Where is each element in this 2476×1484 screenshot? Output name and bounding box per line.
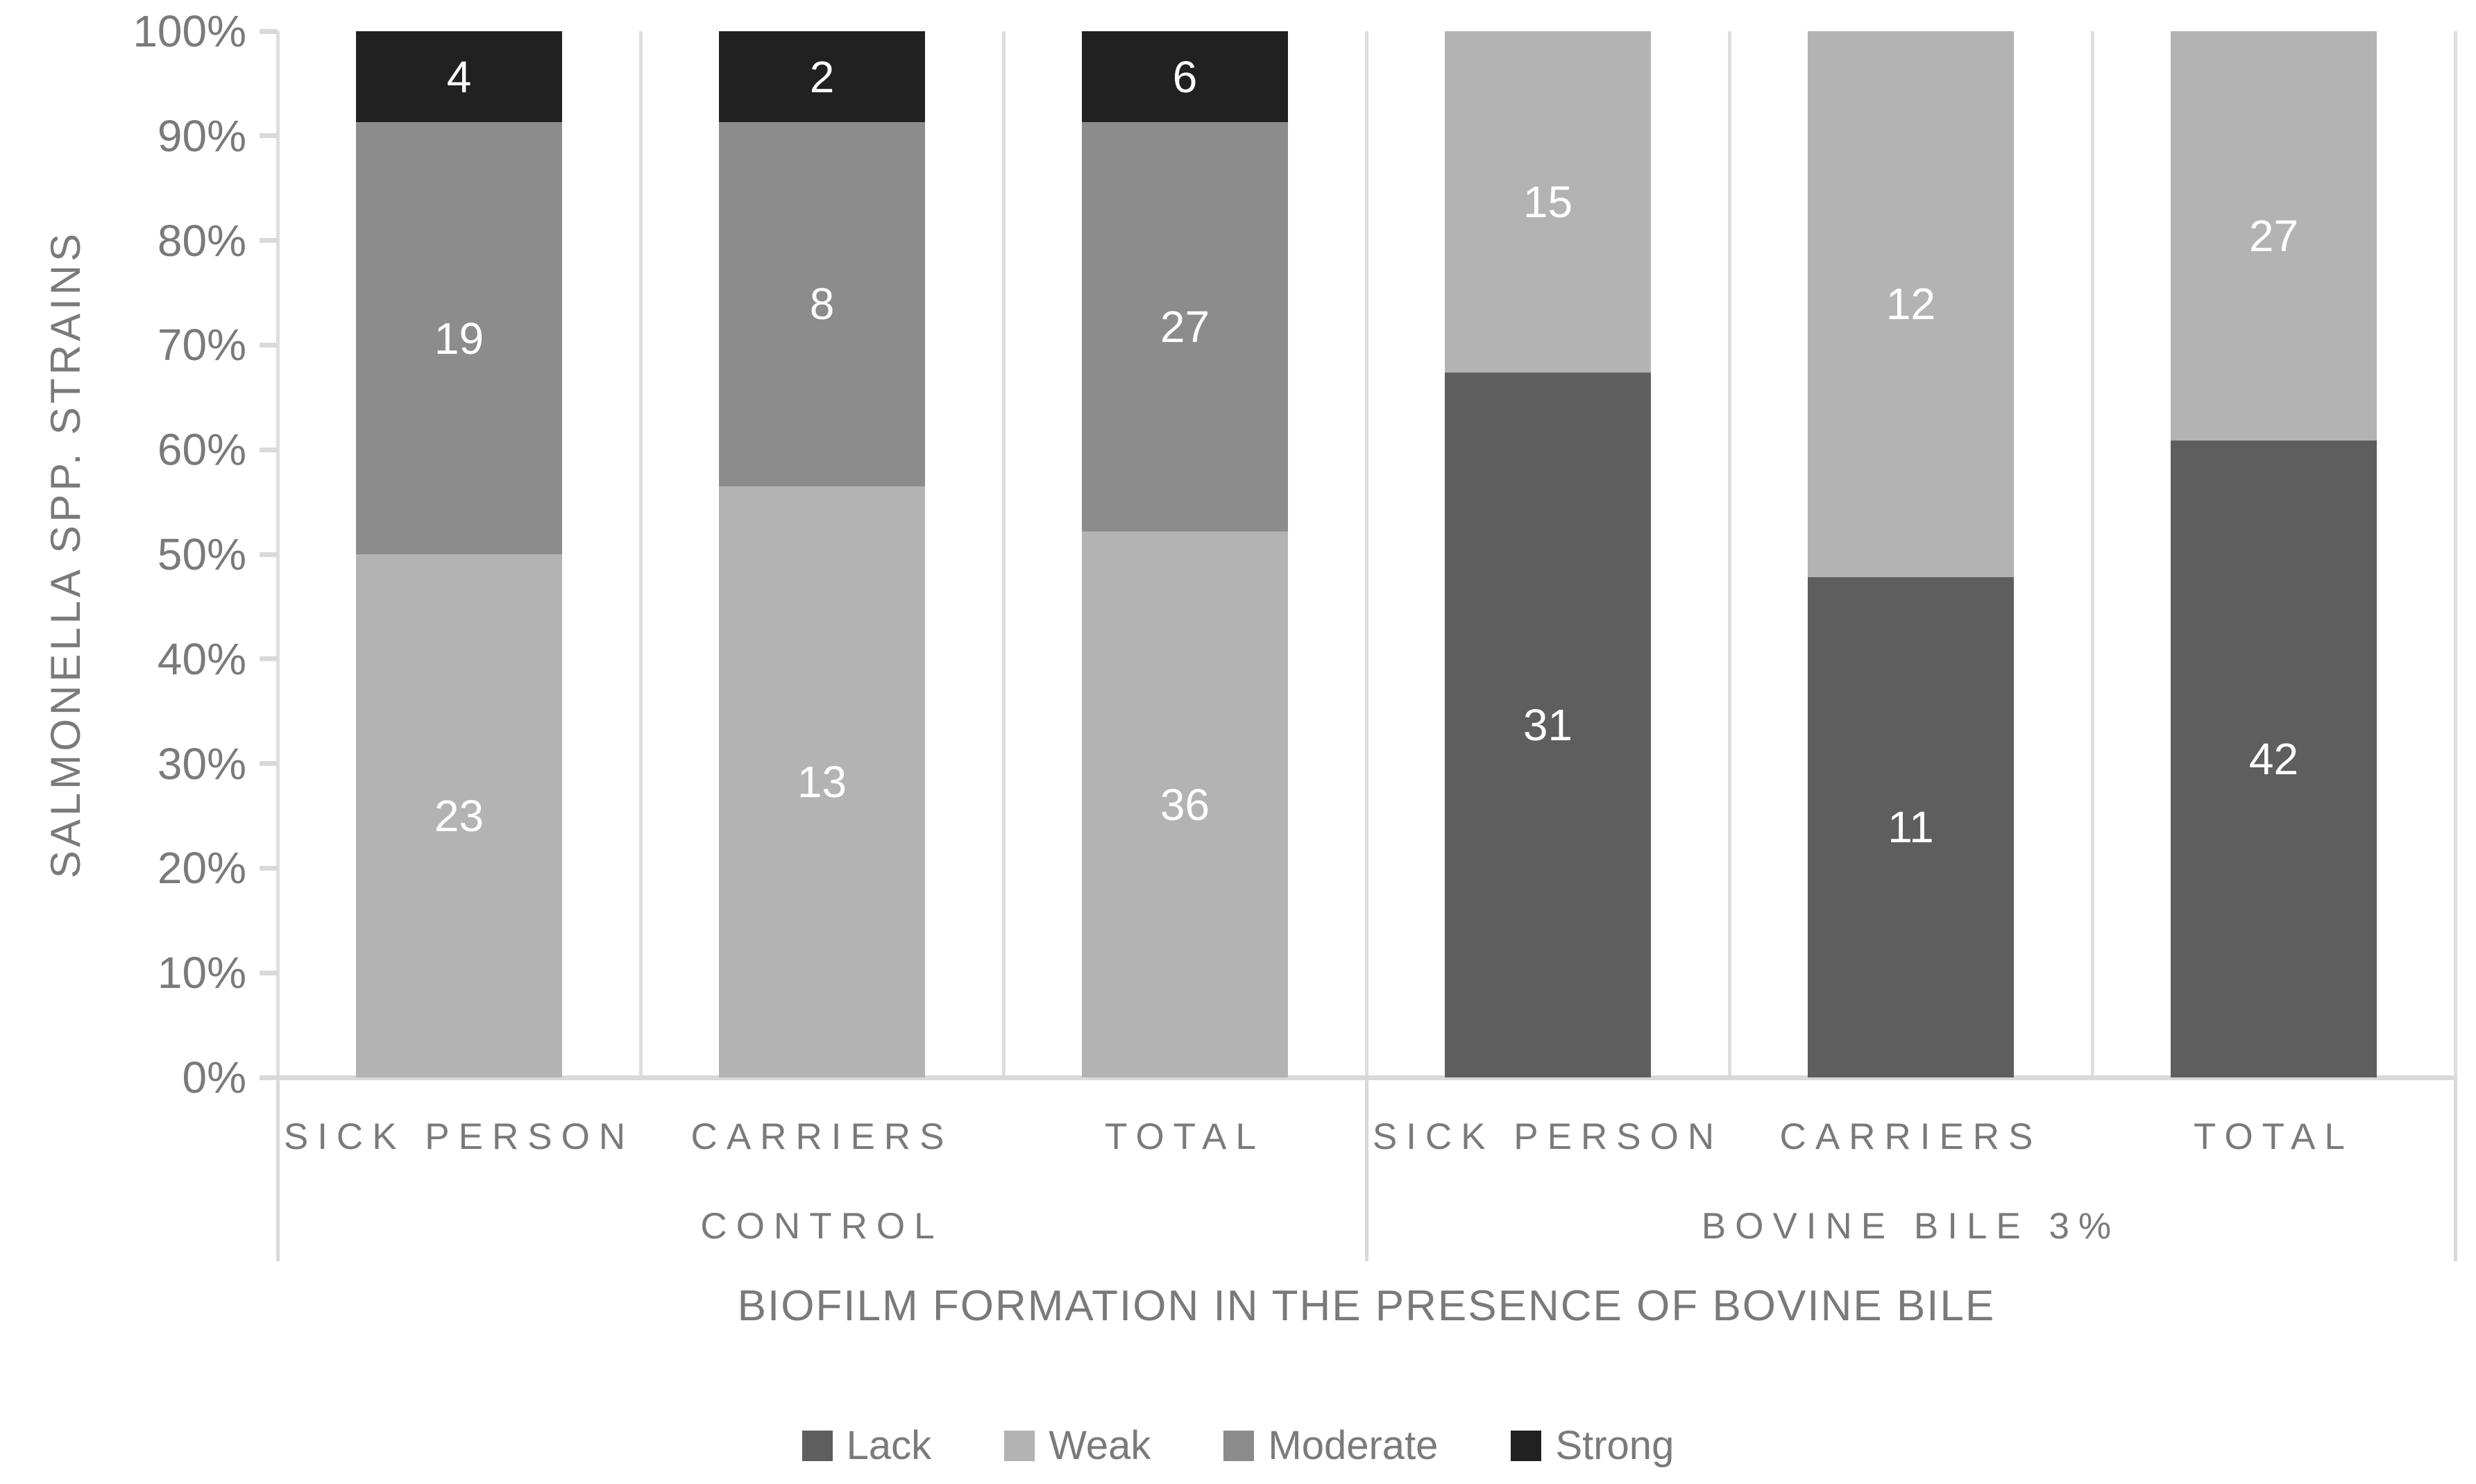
bar-value-label: 11 [1888,802,1934,853]
bar-value-label: 31 [1523,699,1573,750]
legend: Lack Weak Moderate Strong [0,1422,2476,1469]
bar-segment-strong [1082,31,1288,123]
bar-value-label: 19 [434,313,484,364]
y-axis-tick [260,865,278,871]
bar-segment-lack [1808,577,2014,1077]
category-gridline [638,31,643,1077]
bar-segment-weak [1445,31,1651,373]
group-label: CONTROL [700,1206,944,1247]
bar-segment-strong [719,31,925,123]
bar-segment-weak [719,486,925,1077]
category-gridline [275,31,280,1077]
bar-value-label: 36 [1160,779,1210,830]
bar-segment-moderate [719,122,925,486]
y-axis-tick [260,342,278,348]
y-tick-label: 30% [157,738,246,789]
bar-segment-strong [356,31,562,123]
bar-value-label: 12 [1885,279,1936,330]
bar-value-label: 8 [809,279,835,330]
legend-swatch-icon [1223,1430,1255,1461]
y-tick-label: 20% [157,843,246,894]
legend-label: Strong [1555,1423,1674,1468]
y-tick-label: 40% [157,633,246,684]
bar-segment-weak [2171,31,2377,441]
legend-label: Weak [1049,1423,1151,1468]
legend-label: Moderate [1268,1423,1439,1468]
bar-value-label: 27 [1160,302,1210,352]
category-label: SICK PERSON [1372,1116,1724,1157]
category-label: CARRIERS [690,1116,953,1157]
y-axis-tick [260,656,278,662]
category-gridline [2090,31,2094,1077]
category-gridline [2453,31,2457,1077]
bar-segment-weak [356,554,562,1077]
y-axis-tick [260,238,278,244]
category-gridline [1727,31,1731,1077]
legend-swatch-icon [802,1430,833,1461]
legend-item-moderate: Moderate [1223,1422,1438,1469]
bar-value-label: 23 [434,791,484,841]
category-gridline [1364,31,1368,1077]
y-tick-label: 80% [157,215,246,266]
y-axis-tick [260,447,278,452]
category-label: TOTAL [2194,1116,2354,1157]
y-tick-label: 100% [133,6,246,56]
bar-value-label: 27 [2248,211,2299,262]
bar-value-label: 13 [797,756,847,807]
bar-value-label: 6 [1172,51,1198,102]
category-label: TOTAL [1105,1116,1265,1157]
category-gridline [1001,31,1006,1077]
y-tick-label: 50% [157,529,246,579]
legend-item-weak: Weak [1004,1422,1151,1469]
group-separator-line [275,1077,280,1261]
bar-segment-lack [2171,441,2377,1077]
bar-segment-moderate [1082,122,1288,532]
category-label: SICK PERSON [283,1116,635,1157]
bar-value-label: 15 [1523,176,1573,227]
category-label: CARRIERS [1779,1116,2042,1157]
bar-segment-lack [1445,372,1651,1077]
bar-value-label: 4 [446,51,472,102]
bar-segment-moderate [356,122,562,554]
group-label: BOVINE BILE 3% [1701,1206,2121,1247]
y-axis-tick [260,552,278,557]
legend-item-lack: Lack [802,1422,932,1469]
y-tick-label: 90% [157,110,246,161]
y-axis-tick [260,761,278,767]
bar-value-label: 2 [809,51,835,102]
group-separator-line [2453,1077,2457,1261]
bar-segment-weak [1082,531,1288,1077]
x-axis-title: BIOFILM FORMATION IN THE PRESENCE OF BOV… [737,1282,1996,1330]
y-tick-label: 0% [182,1052,247,1102]
bar-value-label: 42 [2248,734,2299,785]
y-tick-label: 10% [157,948,246,998]
group-separator-line [1364,1077,1368,1261]
y-tick-label: 70% [157,320,246,370]
y-axis-tick [260,133,278,139]
legend-item-strong: Strong [1511,1422,1674,1469]
legend-label: Lack [846,1423,932,1468]
y-axis-tick [260,28,278,34]
legend-swatch-icon [1511,1430,1542,1461]
legend-swatch-icon [1004,1430,1035,1461]
y-axis-tick [260,1075,278,1080]
y-tick-label: 60% [157,425,246,475]
bar-segment-weak [1808,31,2014,577]
y-axis-tick [260,970,278,975]
